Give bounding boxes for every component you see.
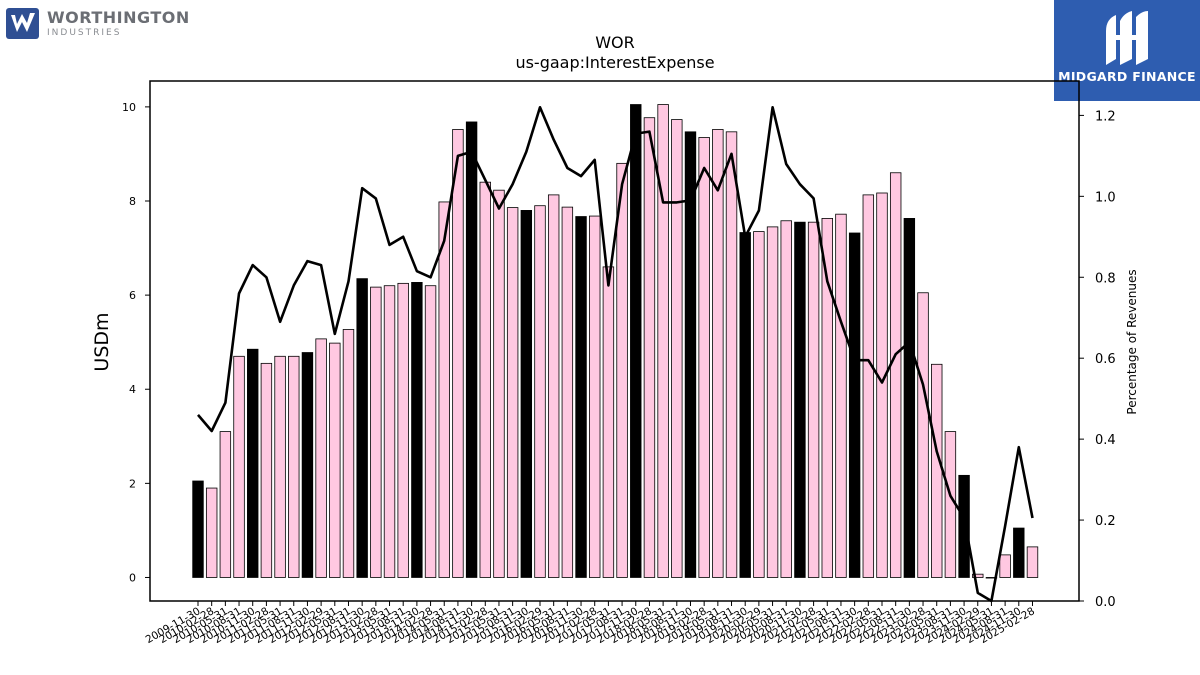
y-tick-label: 10 bbox=[122, 101, 136, 114]
bar-2022-11-30 bbox=[903, 218, 916, 578]
y2-tick-label: 0.6 bbox=[1095, 352, 1116, 367]
bar-2025-02-28 bbox=[1026, 546, 1039, 578]
bar-2012-11-30 bbox=[356, 278, 368, 578]
bar-2011-11-30 bbox=[301, 352, 314, 578]
y-tick-label: 2 bbox=[129, 477, 136, 490]
bar-2010-05-31 bbox=[219, 431, 232, 578]
chart-subtitle: us-gaap:InterestExpense bbox=[515, 53, 714, 72]
worthington-logo: WORTHINGTON INDUSTRIES bbox=[6, 8, 190, 39]
bar-2021-08-31 bbox=[835, 213, 847, 578]
bar-2020-05-31 bbox=[766, 226, 779, 578]
y-tick-label: 4 bbox=[129, 383, 136, 396]
company-subtitle: INDUSTRIES bbox=[47, 27, 122, 38]
bar-2019-05-31 bbox=[712, 129, 724, 578]
bar-2024-08-31 bbox=[999, 554, 1011, 578]
bar-2018-11-30 bbox=[684, 131, 697, 578]
bar-2015-11-30 bbox=[520, 210, 533, 578]
y2-tick-label: 1.2 bbox=[1095, 109, 1116, 124]
bar-2019-02-28 bbox=[698, 137, 710, 578]
bar-2015-02-28 bbox=[479, 181, 491, 578]
bar-2016-11-30 bbox=[575, 216, 587, 578]
bar-2021-05-31 bbox=[821, 218, 833, 578]
bar-2020-02-29 bbox=[753, 231, 765, 578]
bar-2017-11-30 bbox=[630, 104, 642, 578]
publisher-name: MIDGARD FINANCE bbox=[1058, 69, 1196, 84]
bar-2010-08-31 bbox=[233, 355, 245, 578]
y-tick-label: 6 bbox=[129, 289, 136, 302]
bar-2010-02-28 bbox=[205, 487, 218, 578]
bar-2014-05-31 bbox=[438, 201, 450, 578]
axes: 02468100.00.20.40.60.81.01.22009-11-3020… bbox=[122, 80, 1116, 646]
bar-2020-11-30 bbox=[794, 221, 806, 578]
bar-2011-05-31 bbox=[274, 355, 286, 578]
bar-2013-05-31 bbox=[383, 285, 396, 578]
revenue-percentage-line bbox=[197, 106, 1034, 603]
bar-2014-08-31 bbox=[452, 129, 464, 578]
y2-tick-label: 0.8 bbox=[1095, 271, 1116, 286]
publisher-logo: MIDGARD FINANCE bbox=[1054, 0, 1200, 101]
bar-series bbox=[192, 104, 1039, 579]
bar-2011-02-28 bbox=[260, 362, 273, 578]
bar-2014-11-30 bbox=[465, 121, 478, 578]
y-tick-label: 0 bbox=[129, 571, 136, 584]
bar-2024-11-30 bbox=[1013, 527, 1025, 578]
y2-tick-label: 0.4 bbox=[1095, 433, 1116, 448]
bar-2009-11-30 bbox=[192, 480, 204, 578]
midgard-logo-icon bbox=[1106, 11, 1148, 65]
bar-2023-08-31 bbox=[944, 431, 957, 578]
y2-tick-label: 1.0 bbox=[1095, 190, 1116, 205]
company-name: WORTHINGTON bbox=[47, 7, 190, 27]
bar-2013-11-30 bbox=[411, 282, 423, 578]
bar-2017-08-31 bbox=[616, 162, 628, 578]
bar-2017-05-31 bbox=[602, 266, 615, 578]
y2-tick-label: 0.0 bbox=[1095, 595, 1116, 610]
bar-2011-08-31 bbox=[288, 355, 300, 578]
bar-2016-08-31 bbox=[561, 206, 574, 578]
bar-2012-05-31 bbox=[329, 342, 341, 578]
bar-2013-08-31 bbox=[397, 282, 409, 578]
bar-2019-08-31 bbox=[725, 131, 738, 578]
y2-axis-label: Percentage of Revenues bbox=[1125, 269, 1139, 414]
bar-2021-11-30 bbox=[848, 232, 861, 578]
bar-2024-02-29 bbox=[972, 573, 984, 578]
worthington-logo-mark bbox=[6, 8, 39, 39]
bar-2022-08-31 bbox=[889, 172, 902, 578]
bar-2018-02-28 bbox=[643, 117, 656, 578]
bar-2023-11-30 bbox=[958, 474, 970, 578]
y-tick-label: 8 bbox=[129, 195, 136, 208]
bar-2023-02-28 bbox=[917, 292, 929, 578]
bar-2012-02-29 bbox=[315, 338, 327, 578]
bar-2013-02-28 bbox=[370, 286, 382, 578]
y-axis-label: USDm bbox=[91, 312, 113, 371]
bar-2018-08-31 bbox=[671, 119, 683, 578]
bar-2015-08-31 bbox=[506, 207, 519, 578]
bar-2016-02-29 bbox=[534, 205, 546, 578]
bar-2015-05-31 bbox=[493, 189, 505, 578]
bar-2014-02-28 bbox=[424, 285, 437, 578]
bar-2016-05-31 bbox=[547, 194, 560, 578]
bar-2017-02-28 bbox=[589, 215, 601, 578]
plot-frame bbox=[149, 80, 1080, 602]
bar-2019-11-30 bbox=[739, 232, 751, 578]
bar-2021-02-28 bbox=[807, 221, 820, 578]
bar-2010-11-30 bbox=[247, 348, 259, 578]
bar-2022-02-28 bbox=[862, 194, 875, 578]
bar-2022-05-31 bbox=[876, 192, 888, 578]
y2-tick-label: 0.2 bbox=[1095, 514, 1116, 529]
bar-2020-08-31 bbox=[780, 220, 792, 578]
bar-2012-08-31 bbox=[342, 329, 355, 578]
chart-title: WOR bbox=[595, 33, 635, 52]
bar-2018-05-31 bbox=[657, 104, 669, 578]
bar-2023-05-31 bbox=[931, 363, 943, 578]
line-series bbox=[197, 106, 1034, 603]
